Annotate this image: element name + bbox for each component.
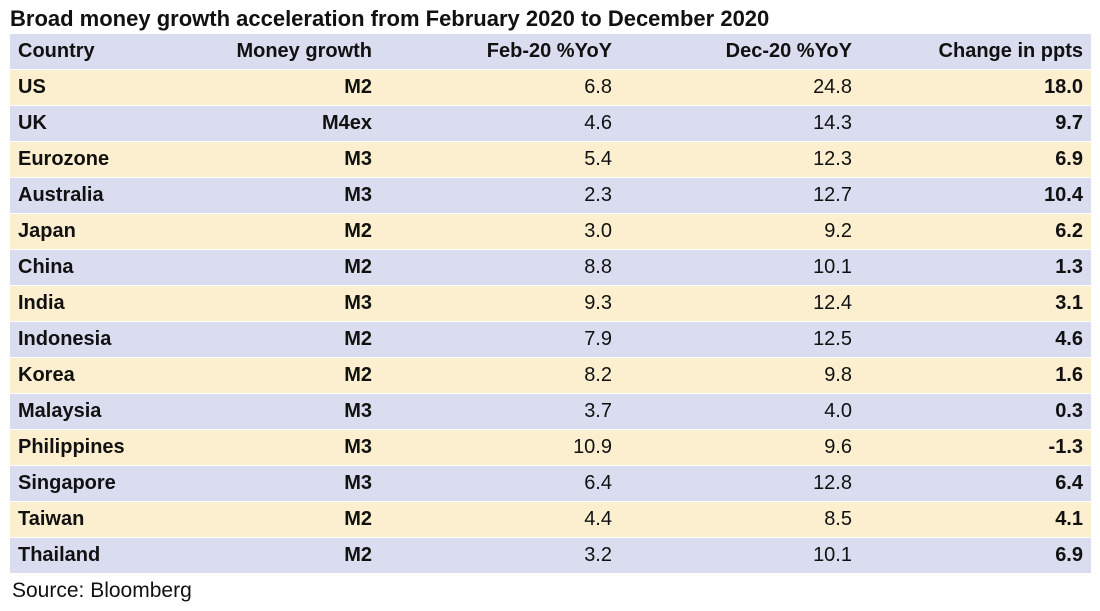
change-ppts-cell: 4.1 (860, 502, 1091, 538)
change-ppts-cell: -1.3 (860, 430, 1091, 466)
change-ppts-cell: 18.0 (860, 70, 1091, 106)
change-ppts-cell: 6.2 (860, 214, 1091, 250)
data-table: Country Money growth Feb-20 %YoY Dec-20 … (10, 34, 1091, 574)
money-growth-cell: M2 (190, 358, 380, 394)
money-growth-cell: M2 (190, 70, 380, 106)
change-ppts-cell: 6.9 (860, 538, 1091, 574)
table-row: UK M4ex 4.6 14.3 9.7 (10, 106, 1091, 142)
country-cell: Korea (10, 358, 190, 394)
country-cell: China (10, 250, 190, 286)
feb-20-cell: 5.4 (380, 142, 620, 178)
table-row: Indonesia M2 7.9 12.5 4.6 (10, 322, 1091, 358)
change-ppts-cell: 4.6 (860, 322, 1091, 358)
country-cell: India (10, 286, 190, 322)
table-row: Eurozone M3 5.4 12.3 6.9 (10, 142, 1091, 178)
dec-20-cell: 4.0 (620, 394, 860, 430)
table-row: US M2 6.8 24.8 18.0 (10, 70, 1091, 106)
country-cell: US (10, 70, 190, 106)
country-cell: Philippines (10, 430, 190, 466)
change-ppts-cell: 6.4 (860, 466, 1091, 502)
change-ppts-cell: 3.1 (860, 286, 1091, 322)
money-growth-cell: M3 (190, 286, 380, 322)
table-row: Philippines M3 10.9 9.6 -1.3 (10, 430, 1091, 466)
dec-20-cell: 9.2 (620, 214, 860, 250)
table-row: Malaysia M3 3.7 4.0 0.3 (10, 394, 1091, 430)
table-row: Korea M2 8.2 9.8 1.6 (10, 358, 1091, 394)
country-cell: Japan (10, 214, 190, 250)
money-growth-cell: M2 (190, 214, 380, 250)
column-header-change-ppts: Change in ppts (860, 34, 1091, 70)
change-ppts-cell: 1.6 (860, 358, 1091, 394)
feb-20-cell: 10.9 (380, 430, 620, 466)
change-ppts-cell: 0.3 (860, 394, 1091, 430)
feb-20-cell: 8.2 (380, 358, 620, 394)
dec-20-cell: 24.8 (620, 70, 860, 106)
country-cell: Taiwan (10, 502, 190, 538)
feb-20-cell: 6.4 (380, 466, 620, 502)
dec-20-cell: 12.7 (620, 178, 860, 214)
country-cell: Indonesia (10, 322, 190, 358)
dec-20-cell: 10.1 (620, 538, 860, 574)
money-growth-cell: M3 (190, 466, 380, 502)
feb-20-cell: 3.2 (380, 538, 620, 574)
table-header-row: Country Money growth Feb-20 %YoY Dec-20 … (10, 34, 1091, 70)
table-row: Japan M2 3.0 9.2 6.2 (10, 214, 1091, 250)
country-cell: Malaysia (10, 394, 190, 430)
dec-20-cell: 9.6 (620, 430, 860, 466)
table-row: Thailand M2 3.2 10.1 6.9 (10, 538, 1091, 574)
money-growth-cell: M2 (190, 322, 380, 358)
feb-20-cell: 4.6 (380, 106, 620, 142)
table-body: US M2 6.8 24.8 18.0 UK M4ex 4.6 14.3 9.7 Eurozone M… (10, 70, 1091, 574)
dec-20-cell: 12.3 (620, 142, 860, 178)
feb-20-cell: 3.7 (380, 394, 620, 430)
dec-20-cell: 14.3 (620, 106, 860, 142)
feb-20-cell: 6.8 (380, 70, 620, 106)
table-row: India M3 9.3 12.4 3.1 (10, 286, 1091, 322)
feb-20-cell: 8.8 (380, 250, 620, 286)
feb-20-cell: 2.3 (380, 178, 620, 214)
country-cell: Eurozone (10, 142, 190, 178)
feb-20-cell: 3.0 (380, 214, 620, 250)
country-cell: UK (10, 106, 190, 142)
feb-20-cell: 9.3 (380, 286, 620, 322)
column-header-feb-20: Feb-20 %YoY (380, 34, 620, 70)
dec-20-cell: 9.8 (620, 358, 860, 394)
table-row: Taiwan M2 4.4 8.5 4.1 (10, 502, 1091, 538)
country-cell: Singapore (10, 466, 190, 502)
column-header-dec-20: Dec-20 %YoY (620, 34, 860, 70)
dec-20-cell: 12.5 (620, 322, 860, 358)
change-ppts-cell: 10.4 (860, 178, 1091, 214)
source-note: Source: Bloomberg (12, 579, 192, 602)
column-header-country: Country (10, 34, 190, 70)
money-growth-cell: M3 (190, 178, 380, 214)
column-header-money-growth: Money growth (190, 34, 380, 70)
country-cell: Thailand (10, 538, 190, 574)
dec-20-cell: 10.1 (620, 250, 860, 286)
money-growth-cell: M2 (190, 538, 380, 574)
money-growth-cell: M4ex (190, 106, 380, 142)
money-growth-cell: M3 (190, 394, 380, 430)
chart-title: Broad money growth acceleration from Feb… (10, 6, 770, 31)
money-growth-cell: M2 (190, 502, 380, 538)
feb-20-cell: 7.9 (380, 322, 620, 358)
dec-20-cell: 8.5 (620, 502, 860, 538)
money-growth-cell: M3 (190, 142, 380, 178)
change-ppts-cell: 9.7 (860, 106, 1091, 142)
change-ppts-cell: 1.3 (860, 250, 1091, 286)
table-row: China M2 8.8 10.1 1.3 (10, 250, 1091, 286)
feb-20-cell: 4.4 (380, 502, 620, 538)
country-cell: Australia (10, 178, 190, 214)
change-ppts-cell: 6.9 (860, 142, 1091, 178)
table-row: Singapore M3 6.4 12.8 6.4 (10, 466, 1091, 502)
money-growth-cell: M2 (190, 250, 380, 286)
table-row: Australia M3 2.3 12.7 10.4 (10, 178, 1091, 214)
money-growth-cell: M3 (190, 430, 380, 466)
dec-20-cell: 12.8 (620, 466, 860, 502)
dec-20-cell: 12.4 (620, 286, 860, 322)
